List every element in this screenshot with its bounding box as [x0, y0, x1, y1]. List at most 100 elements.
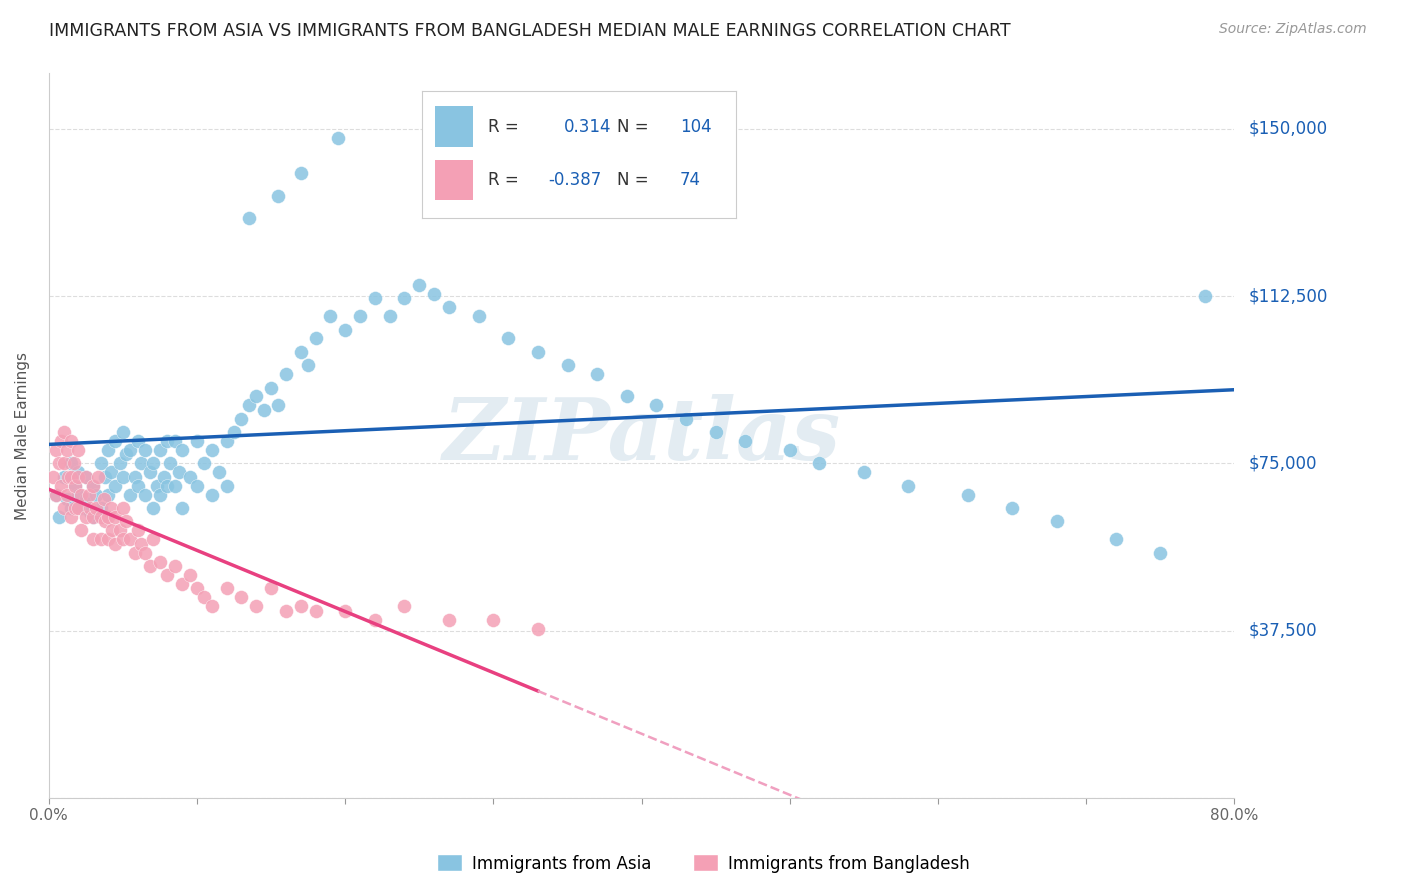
Point [297, 358, 319, 372]
Point [52, 425, 75, 440]
Point [134, 443, 156, 458]
Point [1001, 501, 1024, 516]
Point [208, 466, 231, 480]
Point [394, 599, 416, 614]
Point [55, 488, 77, 502]
Point [90, 457, 112, 471]
Point [100, 501, 122, 516]
Point [120, 443, 142, 458]
Text: $150,000: $150,000 [1249, 120, 1327, 137]
Point [84, 488, 107, 502]
Legend: Immigrants from Asia, Immigrants from Bangladesh: Immigrants from Asia, Immigrants from Ba… [430, 847, 976, 880]
Point [149, 443, 172, 458]
Point [172, 443, 194, 458]
Point [52, 501, 75, 516]
Point [201, 599, 224, 614]
Point [163, 434, 186, 449]
Point [114, 448, 136, 462]
Point [97, 488, 120, 502]
Point [129, 457, 152, 471]
Point [55, 492, 77, 507]
Point [260, 582, 283, 596]
Point [267, 398, 290, 412]
Point [408, 277, 430, 292]
Point [364, 613, 387, 627]
Point [65, 479, 87, 493]
Point [108, 524, 131, 538]
Point [48, 457, 70, 471]
Point [114, 515, 136, 529]
Point [79, 506, 101, 520]
Point [79, 501, 101, 516]
Point [59, 457, 82, 471]
Point [153, 470, 176, 484]
Point [70, 501, 93, 516]
Point [467, 309, 489, 323]
Point [111, 501, 134, 516]
Point [111, 425, 134, 440]
Point [156, 434, 179, 449]
Point [59, 434, 82, 449]
Point [93, 492, 115, 507]
Text: $75,000: $75,000 [1249, 454, 1317, 473]
Point [156, 568, 179, 582]
Point [260, 380, 283, 394]
Point [67, 470, 90, 484]
Point [45, 488, 67, 502]
Point [437, 613, 460, 627]
Point [238, 398, 260, 412]
Point [75, 470, 97, 484]
Point [49, 479, 72, 493]
Point [179, 568, 201, 582]
Point [59, 470, 82, 484]
Point [274, 604, 297, 618]
Point [127, 479, 149, 493]
Point [86, 470, 108, 484]
Point [201, 443, 224, 458]
Point [897, 479, 920, 493]
Point [124, 546, 146, 560]
Point [394, 291, 416, 305]
Point [138, 559, 160, 574]
Point [75, 492, 97, 507]
Point [335, 604, 357, 618]
Point [124, 470, 146, 484]
Point [222, 425, 245, 440]
Point [193, 591, 215, 605]
Point [82, 479, 104, 493]
Point [586, 367, 609, 381]
Point [645, 398, 668, 412]
Point [167, 466, 190, 480]
Point [127, 434, 149, 449]
Point [82, 533, 104, 547]
Point [56, 470, 79, 484]
Point [253, 402, 276, 417]
Point [90, 533, 112, 547]
Point [120, 533, 142, 547]
Point [378, 309, 401, 323]
Point [304, 331, 326, 345]
Point [101, 524, 124, 538]
Point [67, 501, 90, 516]
Point [734, 434, 756, 449]
Point [82, 479, 104, 493]
Point [84, 501, 107, 516]
Point [134, 488, 156, 502]
Point [111, 533, 134, 547]
Point [496, 331, 519, 345]
Text: Source: ZipAtlas.com: Source: ZipAtlas.com [1219, 22, 1367, 37]
Point [675, 411, 697, 425]
Point [67, 466, 90, 480]
Point [75, 510, 97, 524]
Point [70, 488, 93, 502]
Point [149, 488, 172, 502]
Text: ZIPatlas: ZIPatlas [443, 393, 841, 477]
Point [97, 533, 120, 547]
Point [238, 211, 260, 225]
Point [349, 309, 371, 323]
Point [59, 510, 82, 524]
Point [1149, 546, 1171, 560]
Point [616, 389, 638, 403]
Point [94, 470, 117, 484]
Point [423, 286, 446, 301]
